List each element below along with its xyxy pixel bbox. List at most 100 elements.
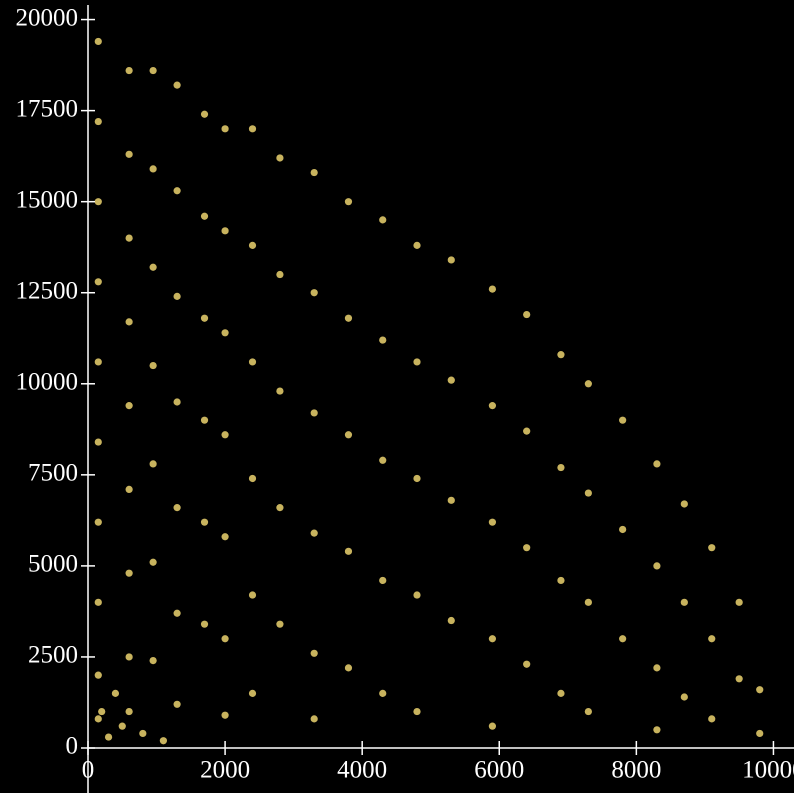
point — [344, 431, 353, 439]
point — [557, 351, 565, 359]
point — [149, 460, 157, 468]
point — [708, 715, 716, 723]
point — [584, 380, 592, 388]
point — [413, 241, 421, 249]
point — [248, 591, 257, 599]
point — [379, 689, 387, 697]
point — [149, 558, 157, 566]
point — [276, 504, 284, 512]
point — [200, 518, 209, 526]
x-tick-label: 8000 — [611, 757, 661, 784]
point — [310, 409, 318, 417]
point — [221, 329, 229, 337]
point — [756, 729, 764, 738]
x-tick-label: 0 — [82, 757, 95, 784]
point — [523, 427, 531, 435]
y-tick-label: 7500 — [28, 460, 78, 487]
point — [276, 387, 284, 395]
point — [344, 314, 353, 322]
point — [680, 693, 688, 701]
y-tick-label: 10000 — [16, 369, 79, 396]
point — [173, 609, 181, 617]
point — [125, 150, 133, 158]
point — [310, 289, 318, 297]
point — [248, 125, 257, 133]
point — [735, 675, 743, 683]
point — [248, 241, 257, 249]
point — [653, 460, 661, 468]
point — [413, 591, 421, 599]
point — [125, 234, 133, 242]
point — [379, 216, 387, 224]
point — [173, 700, 181, 708]
point — [413, 707, 421, 716]
x-tick-label: 2000 — [200, 757, 250, 784]
point — [584, 707, 592, 716]
point — [344, 547, 353, 555]
point — [276, 154, 284, 162]
point — [139, 729, 147, 738]
point — [680, 500, 688, 508]
point — [488, 518, 497, 526]
point — [584, 489, 592, 497]
point — [149, 656, 157, 665]
y-tick-label: 2500 — [28, 642, 78, 669]
point — [248, 358, 257, 366]
point — [94, 598, 102, 606]
point — [125, 707, 133, 716]
point — [619, 525, 627, 534]
y-tick-label: 5000 — [28, 551, 78, 578]
point — [488, 722, 497, 730]
point — [413, 358, 421, 366]
point — [200, 620, 209, 628]
point — [488, 402, 497, 410]
point — [557, 463, 565, 472]
y-tick-label: 12500 — [16, 277, 79, 304]
point — [173, 398, 181, 406]
point — [523, 310, 531, 319]
point — [379, 576, 387, 585]
point — [173, 504, 181, 512]
point — [94, 438, 102, 446]
point — [200, 212, 209, 220]
point — [248, 474, 257, 483]
point — [94, 117, 102, 126]
point — [488, 285, 497, 293]
point — [619, 416, 627, 424]
point — [94, 715, 102, 723]
point — [310, 168, 318, 177]
point — [173, 187, 181, 195]
point — [221, 711, 229, 719]
point — [200, 110, 209, 118]
point — [310, 529, 318, 537]
point — [221, 431, 229, 439]
point — [557, 689, 565, 697]
point — [125, 485, 133, 494]
point — [708, 635, 716, 643]
point — [173, 292, 181, 300]
point — [653, 726, 661, 734]
point — [248, 689, 257, 697]
point — [221, 635, 229, 643]
point — [149, 361, 157, 370]
point — [756, 686, 764, 694]
point — [584, 598, 592, 606]
x-tick-label: 4000 — [337, 757, 387, 784]
point — [276, 620, 284, 628]
point — [523, 544, 531, 552]
point — [653, 664, 661, 672]
point — [159, 737, 167, 745]
point — [94, 358, 102, 366]
point — [523, 660, 531, 668]
point — [200, 416, 209, 424]
point — [488, 635, 497, 643]
point — [447, 256, 455, 264]
point — [149, 66, 157, 75]
point — [149, 165, 157, 173]
point — [104, 733, 113, 741]
point — [118, 722, 126, 730]
point — [344, 198, 353, 206]
point — [221, 533, 229, 541]
